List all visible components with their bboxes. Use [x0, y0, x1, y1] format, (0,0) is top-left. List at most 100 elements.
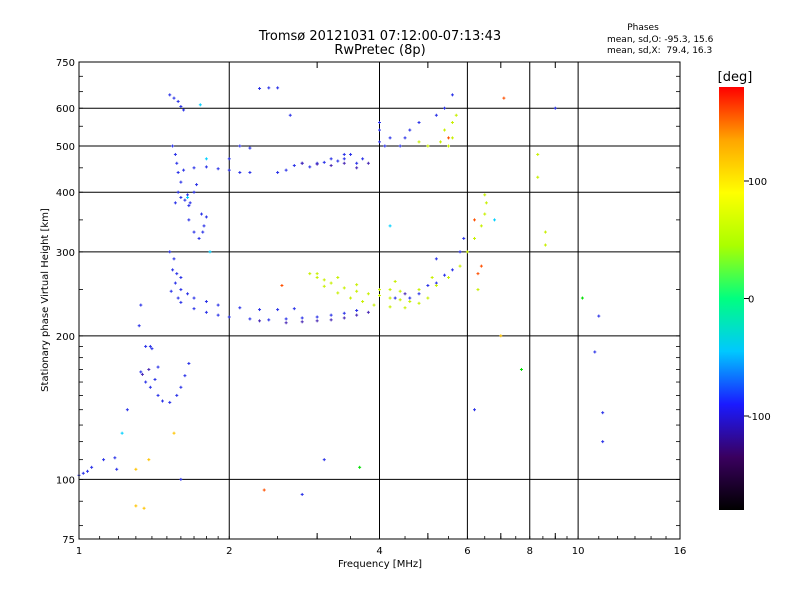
data-point	[342, 316, 346, 320]
data-point	[204, 157, 208, 161]
data-point	[388, 136, 392, 140]
data-point	[142, 506, 146, 510]
axis-ticks: 1 2 4 6 8 10 16 75 100 200 300 400 500 600 750	[56, 58, 686, 557]
data-point	[147, 458, 151, 462]
data-point	[580, 296, 584, 300]
data-point	[183, 198, 187, 202]
data-point	[175, 393, 179, 397]
data-point	[197, 236, 201, 240]
data-point	[179, 105, 183, 109]
y-tick-label: 750	[56, 58, 75, 69]
data-point	[276, 170, 280, 174]
data-point	[336, 159, 340, 163]
data-point	[329, 318, 333, 322]
data-point	[102, 458, 106, 462]
data-point	[472, 408, 476, 412]
data-point	[262, 488, 266, 492]
data-point	[192, 190, 196, 194]
data-point	[483, 193, 487, 197]
data-point	[192, 307, 196, 311]
data-point	[144, 380, 148, 384]
y-tick-label: 100	[56, 475, 75, 486]
data-point	[372, 303, 376, 307]
data-point	[120, 431, 124, 435]
data-point	[258, 308, 262, 312]
data-point	[519, 367, 523, 371]
y-tick-label: 75	[62, 535, 75, 546]
x-axis-label: Frequency [MHz]	[338, 559, 422, 570]
data-point	[329, 157, 333, 161]
data-point	[179, 276, 183, 280]
data-point	[267, 318, 271, 322]
data-point	[173, 201, 177, 205]
data-point	[137, 324, 141, 328]
data-point	[447, 276, 451, 280]
data-point	[417, 140, 421, 144]
data-point	[179, 385, 183, 389]
data-point	[450, 268, 454, 272]
data-point	[355, 161, 359, 165]
data-point	[479, 264, 483, 268]
data-point	[465, 250, 469, 254]
data-point	[378, 140, 381, 144]
data-point	[186, 195, 190, 199]
data-point	[267, 86, 271, 90]
data-point	[204, 165, 208, 169]
data-point	[186, 292, 190, 296]
data-point	[140, 372, 144, 376]
data-point	[248, 317, 252, 321]
data-point	[90, 465, 94, 469]
data-point	[393, 296, 397, 300]
data-point	[258, 319, 262, 323]
data-point	[176, 170, 180, 174]
data-point	[336, 291, 340, 295]
data-point	[173, 152, 177, 156]
data-point	[447, 136, 451, 140]
x-tick-label: 1	[76, 546, 82, 557]
x-tick-label: 16	[674, 546, 687, 557]
data-point	[187, 218, 191, 222]
x-tick-label: 10	[572, 546, 585, 557]
data-point	[238, 306, 242, 310]
colorbar-ticks: 100 0 -100	[744, 177, 771, 423]
data-point	[308, 165, 312, 169]
colorbar-label: [deg]	[718, 70, 753, 85]
data-point	[168, 250, 172, 254]
data-point	[176, 190, 180, 194]
data-point	[543, 243, 547, 247]
data-point	[192, 296, 196, 300]
y-tick-label: 300	[56, 248, 75, 259]
data-point	[276, 308, 280, 312]
colorbar-tick-label: -100	[748, 412, 771, 423]
data-point	[388, 288, 392, 292]
data-point	[361, 157, 365, 161]
data-point	[315, 162, 319, 166]
data-point	[153, 377, 157, 381]
data-point	[204, 215, 208, 219]
data-point	[349, 152, 353, 156]
x-tick-label: 2	[226, 546, 232, 557]
data-point	[355, 289, 359, 293]
data-point	[342, 161, 346, 165]
data-point	[288, 113, 292, 117]
data-point	[439, 140, 443, 144]
data-point	[593, 350, 597, 354]
chart-subtitle: RwPretec (8p)	[334, 43, 425, 58]
data-point	[186, 193, 190, 197]
data-point	[134, 467, 138, 471]
data-point	[150, 347, 154, 351]
data-point	[342, 311, 346, 315]
data-point	[417, 288, 421, 292]
data-point	[86, 469, 90, 473]
data-point	[202, 224, 206, 228]
data-points	[77, 86, 605, 510]
colorbar	[719, 87, 744, 510]
data-point	[161, 399, 165, 403]
data-point	[499, 334, 503, 338]
data-point	[168, 93, 172, 97]
data-point	[355, 166, 359, 170]
data-point	[403, 306, 407, 310]
y-tick-label: 500	[56, 142, 75, 153]
data-point	[248, 170, 252, 174]
